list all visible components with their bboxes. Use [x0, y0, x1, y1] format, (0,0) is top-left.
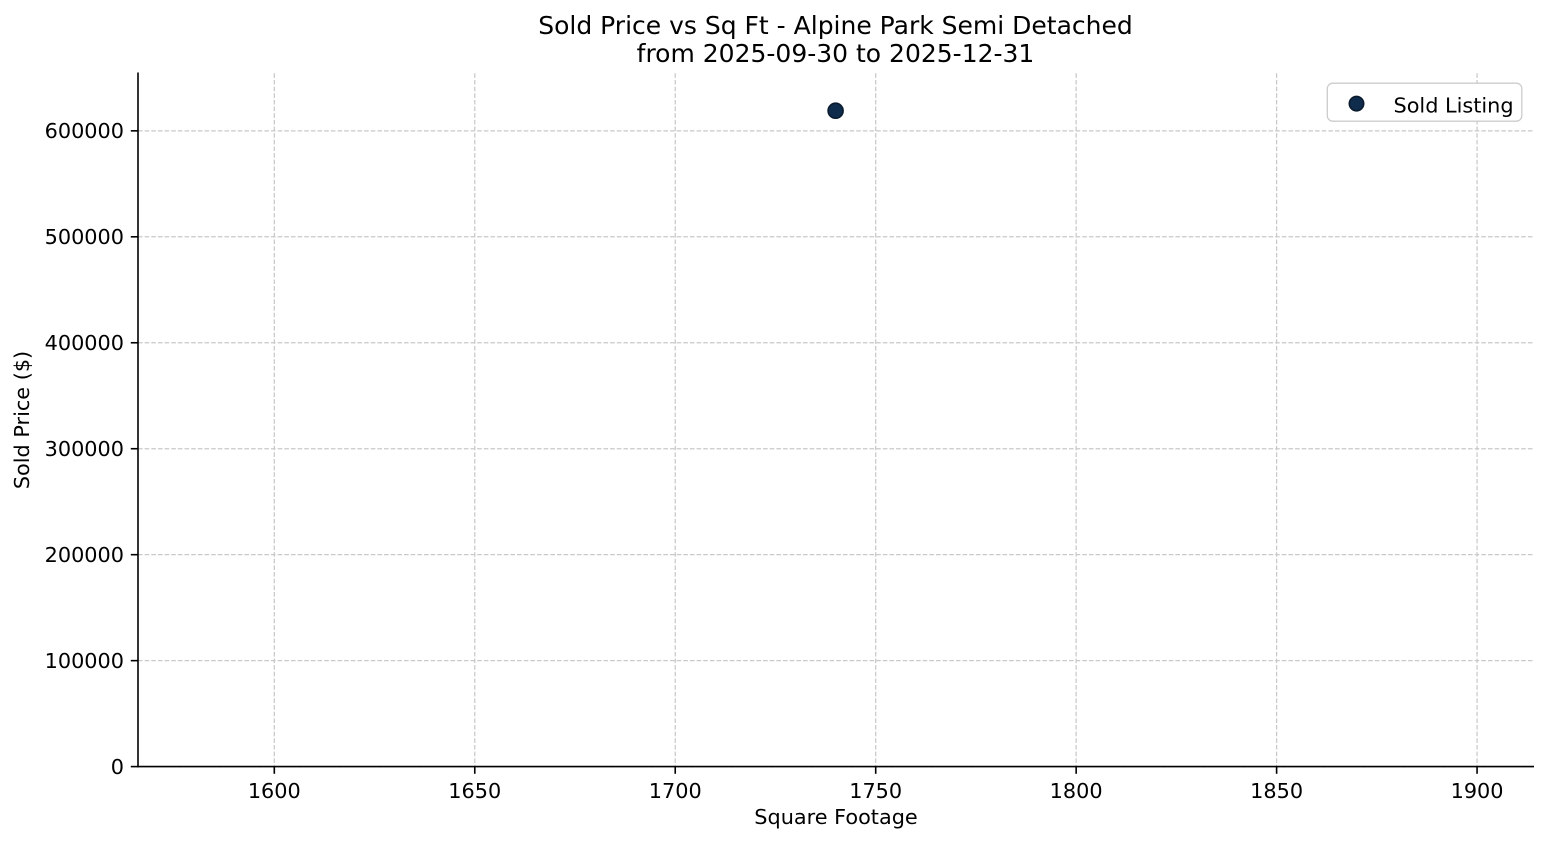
- legend-box: [1326, 82, 1523, 122]
- y-axis-label: Sold Price ($): [10, 351, 34, 489]
- x-tick-label: 1750: [849, 779, 902, 803]
- x-tick-label: 1900: [1451, 779, 1504, 803]
- sold-listing-point: [827, 102, 844, 120]
- chart-title: Sold Price vs Sq Ft - Alpine Park Semi D…: [538, 11, 1133, 40]
- y-tick-label: 500000: [45, 225, 124, 249]
- x-tick-label: 1850: [1250, 779, 1303, 803]
- y-tick-label: 300000: [45, 437, 124, 461]
- y-tick-label: 100000: [45, 649, 124, 673]
- x-tick-label: 1800: [1050, 779, 1103, 803]
- x-gridlines: [273, 73, 1478, 767]
- x-tick-label: 1650: [448, 779, 501, 803]
- x-axis-label: Square Footage: [754, 805, 917, 829]
- chart-subtitle: from 2025-09-30 to 2025-12-31: [637, 39, 1035, 68]
- x-axis-ticks: 1600 1650 1700 1750 1800 1850 1900: [248, 766, 1504, 803]
- x-tick-label: 1600: [248, 779, 301, 803]
- x-tick-label: 1700: [649, 779, 702, 803]
- legend-marker: [1348, 95, 1365, 112]
- y-tick-label: 600000: [45, 119, 124, 143]
- y-gridlines: [138, 130, 1534, 768]
- y-axis-ticks: 0 100000 200000 300000 400000 500000 600000: [45, 119, 138, 779]
- legend-label: Sold Listing: [1394, 93, 1514, 117]
- axes-spines: [137, 72, 1534, 768]
- y-tick-label: 400000: [45, 331, 124, 355]
- legend: Sold Listing: [1326, 82, 1523, 122]
- scatter-points: [827, 102, 844, 120]
- y-tick-label: 0: [111, 755, 124, 779]
- y-tick-label: 200000: [45, 543, 124, 567]
